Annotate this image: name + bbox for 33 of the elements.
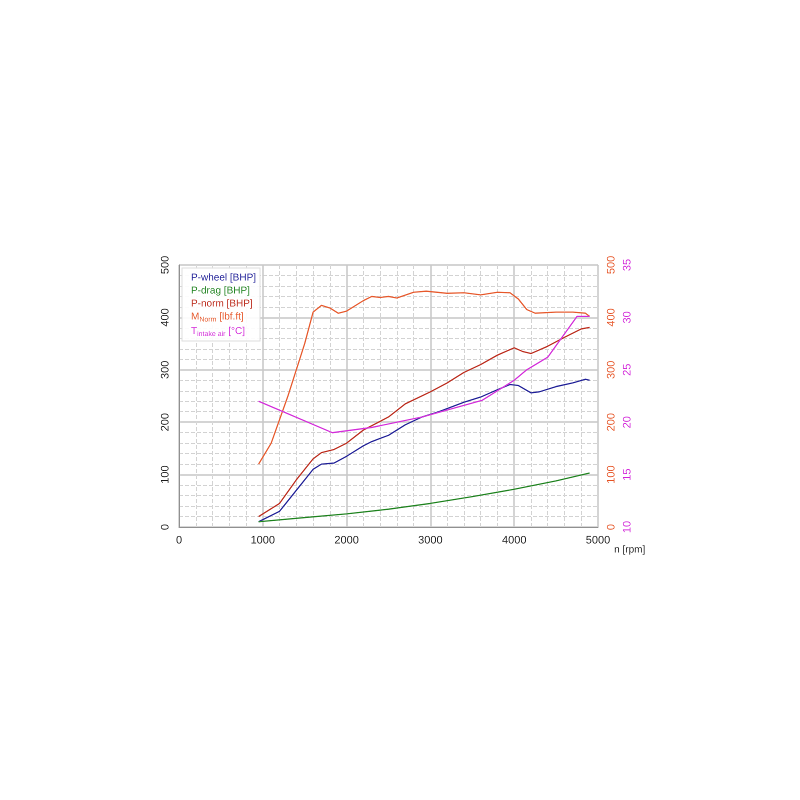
x-tick-label: 0 xyxy=(176,534,182,546)
y3-tick-label: 25 xyxy=(622,364,634,376)
y3-tick-label: 20 xyxy=(622,416,634,428)
line-series xyxy=(258,378,590,522)
y3-tick-label: 35 xyxy=(622,258,634,272)
x-tick-label: 3000 xyxy=(418,534,443,546)
text: P-wheel [BHP] xyxy=(191,272,256,284)
y2-tick-label: 400 xyxy=(606,308,618,327)
x-tick-label: 2000 xyxy=(334,534,359,546)
y2-tick-label: 300 xyxy=(606,360,618,379)
x-tick-label: 1000 xyxy=(250,534,276,546)
text: P-norm [BHP] xyxy=(191,298,253,310)
y2-tick-label: 500 xyxy=(606,256,618,274)
y-tick-label: 400 xyxy=(160,308,172,327)
y-tick-label: 200 xyxy=(160,413,172,432)
y2-tick-label: 200 xyxy=(606,413,618,432)
line-series xyxy=(258,290,590,465)
y3-tick-label: 30 xyxy=(622,311,634,324)
y3-tick-label: 10 xyxy=(622,520,634,534)
line-series xyxy=(258,326,590,518)
line-series xyxy=(258,472,590,522)
text: P-drag [BHP] xyxy=(191,286,250,296)
y-tick-label: 500 xyxy=(160,256,172,274)
x-axis-title: n [rpm] xyxy=(614,544,646,556)
y-tick-label: 0 xyxy=(160,524,172,530)
y3-tick-label: 15 xyxy=(622,468,634,481)
y-tick-label: 300 xyxy=(160,360,172,379)
y-tick-label: 100 xyxy=(160,465,172,484)
line-series xyxy=(258,316,590,434)
x-tick-label: 4000 xyxy=(502,534,526,546)
y2-tick-label: 100 xyxy=(606,465,618,484)
y2-tick-label: 0 xyxy=(606,524,618,530)
x-tick-label: 5000 xyxy=(586,534,610,546)
